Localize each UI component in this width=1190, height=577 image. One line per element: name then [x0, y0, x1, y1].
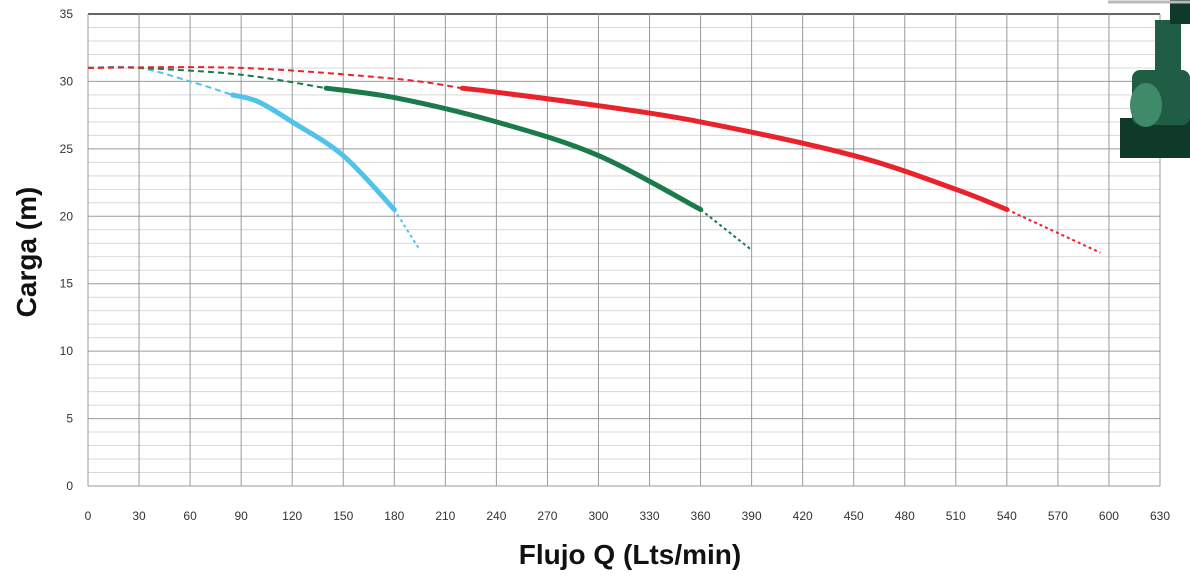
y-tick-label: 10: [60, 344, 74, 358]
series-3-line: [459, 85, 1010, 212]
x-tick-label: 30: [132, 509, 146, 523]
x-tick-label: 450: [844, 509, 864, 523]
x-tick-label: 330: [640, 509, 660, 523]
pump-unit-icon: [1108, 0, 1190, 158]
series-3-dashed-start: [87, 66, 463, 90]
y-tick-label: 20: [60, 209, 74, 223]
x-tick-label: 0: [85, 509, 92, 523]
y-tick-labels: 0 5 10 15 20 25 30 35: [60, 7, 74, 493]
x-tick-label: 210: [435, 509, 455, 523]
x-tick-labels: 0 30 60 90 120 150 180 210 240 270 300 330 360 390 420…: [85, 509, 1171, 523]
x-tick-label: 120: [282, 509, 302, 523]
x-tick-label: 90: [234, 509, 248, 523]
series-2-dashed-end: [699, 208, 753, 251]
x-tick-label: 300: [588, 509, 608, 523]
x-tick-label: 630: [1150, 509, 1170, 523]
x-tick-label: 420: [793, 509, 813, 523]
x-tick-label: 270: [537, 509, 557, 523]
y-tick-label: 25: [60, 142, 74, 156]
y-tick-label: 35: [60, 7, 74, 21]
y-tick-label: 0: [66, 479, 73, 493]
y-tick-label: 5: [66, 412, 73, 426]
x-tick-label: 60: [183, 509, 197, 523]
x-tick-label: 540: [997, 509, 1017, 523]
series-layer: [87, 65, 1101, 254]
x-tick-label: 150: [333, 509, 353, 523]
series-2-line: [323, 85, 704, 212]
x-tick-label: 480: [895, 509, 915, 523]
x-tick-label: 510: [946, 509, 966, 523]
series-3-dashed-end: [1006, 208, 1101, 254]
y-tick-label: 15: [60, 277, 74, 291]
grid-lines: [87, 13, 1161, 487]
series-1-dashed-end: [393, 208, 421, 251]
x-tick-label: 570: [1048, 509, 1068, 523]
series-3: [87, 66, 1101, 254]
x-tick-label: 600: [1099, 509, 1119, 523]
y-axis-title: Carga (m): [11, 187, 42, 318]
x-tick-label: 240: [486, 509, 506, 523]
series-1-line: [230, 92, 397, 212]
x-tick-label: 390: [742, 509, 762, 523]
x-axis-title: Flujo Q (Lts/min): [519, 539, 741, 570]
y-tick-label: 30: [60, 74, 74, 88]
x-tick-label: 180: [384, 509, 404, 523]
x-tick-label: 360: [691, 509, 711, 523]
